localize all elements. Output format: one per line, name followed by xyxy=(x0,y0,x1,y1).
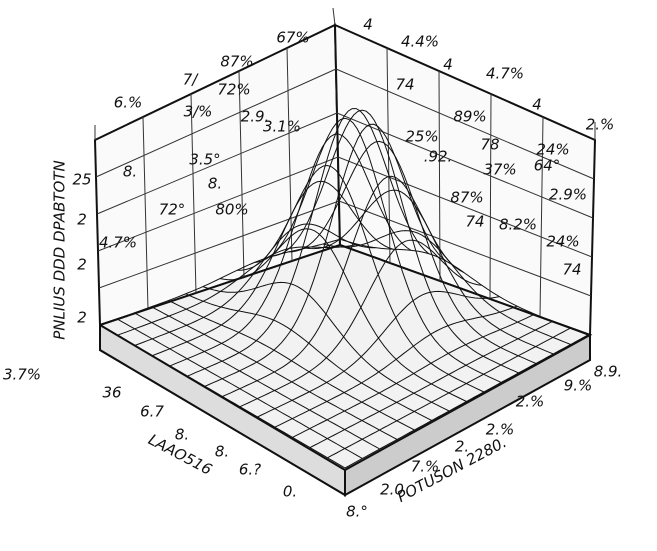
wall-label: 4 xyxy=(532,96,542,114)
slab-right-face xyxy=(344,333,591,497)
wall-grid-line xyxy=(286,47,293,262)
wall-label: 2.9. xyxy=(241,108,270,126)
wall-grid-line xyxy=(142,116,149,310)
mesh-line xyxy=(151,306,398,440)
wall-label: 87% xyxy=(220,53,253,71)
wall-grid-line xyxy=(238,70,245,278)
wall-label: 74 xyxy=(465,213,484,231)
mesh-line xyxy=(292,313,536,438)
y-axis-title: PNLIUS DDD DPABTOTN xyxy=(51,160,69,340)
wall-label: 4 xyxy=(443,56,453,74)
wall-label: 3.5° xyxy=(189,151,220,169)
mesh-line xyxy=(99,324,346,469)
wall-label: 24% xyxy=(536,141,569,159)
z-tick-label: 2.0 xyxy=(380,481,404,499)
wall-grid-line xyxy=(96,112,338,215)
z-tick-label: 2.% xyxy=(486,421,515,439)
wall-label: 87% xyxy=(450,189,483,207)
wall-label: 3/% xyxy=(184,103,213,121)
wall-label: 4.7% xyxy=(99,234,137,252)
z-tick-label: 8.° xyxy=(346,503,368,521)
y-tick-label: 25 xyxy=(72,171,91,189)
wall-grid-line xyxy=(337,156,593,258)
z-tick-label: 8.9. xyxy=(594,363,623,381)
surface-mesh xyxy=(99,108,589,469)
wall-label: 78 xyxy=(480,136,499,154)
wall-label: 37% xyxy=(483,161,516,179)
wall-label: 7/ xyxy=(183,71,200,89)
z-tick-label: 9.% xyxy=(564,377,593,395)
wall-label: 64° xyxy=(534,157,561,175)
mesh-line xyxy=(344,334,589,469)
mesh-line xyxy=(274,305,518,428)
x-tick-label: 3.7% xyxy=(3,366,41,384)
z-tick-label: 7.% xyxy=(411,458,440,476)
mesh-line xyxy=(202,281,450,412)
wall-grid-line xyxy=(97,156,339,252)
wall-grid-line xyxy=(338,200,592,297)
x-tick-label: 0. xyxy=(283,483,297,501)
wall-label: 72% xyxy=(217,81,250,99)
wall-label: 8. xyxy=(123,163,137,181)
wall-label: 4.4% xyxy=(401,33,439,51)
wall-grid-line xyxy=(98,200,340,289)
wall-label: 8.2% xyxy=(499,216,537,234)
mesh-line xyxy=(134,312,380,450)
z-tick-label: 2. xyxy=(455,438,469,456)
x-tick-label: 36 xyxy=(102,384,121,402)
mesh-line xyxy=(327,327,571,459)
wall-grid-line xyxy=(95,68,337,178)
wall-grid xyxy=(94,7,596,318)
mesh-line xyxy=(239,239,482,408)
axis-arrow xyxy=(332,7,336,26)
mesh-line xyxy=(222,175,465,397)
wall-label: 2.9% xyxy=(549,186,587,204)
wall-label: 8. xyxy=(208,175,222,193)
mesh-line xyxy=(185,293,433,421)
wall-grid-line xyxy=(335,68,595,180)
wall-label: 4 xyxy=(363,16,373,34)
mesh-line xyxy=(168,300,415,431)
wall-label: 25% xyxy=(405,128,438,146)
x-tick-label: 8. xyxy=(215,443,229,461)
x-tick-label: 8. xyxy=(175,426,189,444)
wall-label: 4.7% xyxy=(486,65,524,83)
x-tick-label: 6.? xyxy=(239,461,261,479)
wall-grid-line xyxy=(438,70,441,282)
y-tick-label: 2 xyxy=(77,256,87,274)
mesh-line xyxy=(116,318,363,459)
wall-label: 24% xyxy=(546,233,579,251)
wall-label: 89% xyxy=(453,108,486,126)
wall-grid-line xyxy=(190,93,197,294)
wall-label: 74 xyxy=(562,261,581,279)
wall-label: 67% xyxy=(276,29,309,47)
z-tick-label: 2.% xyxy=(516,393,545,411)
wall-label: 72° xyxy=(159,201,186,219)
mesh-line xyxy=(257,290,500,418)
x-tick-label: 6.7 xyxy=(140,403,164,421)
y-tick-label: 2 xyxy=(77,309,87,327)
y-tick-label: 2 xyxy=(77,211,87,229)
wall-label: .92. xyxy=(424,148,453,166)
wall-label: 6.% xyxy=(114,94,143,112)
wall-grid-line xyxy=(489,93,492,300)
wall-grid-line xyxy=(539,116,544,318)
wall-label: 3.1% xyxy=(263,118,301,136)
wall-label: 2.% xyxy=(586,116,615,134)
mesh-line xyxy=(309,320,553,449)
wall-label: 80% xyxy=(215,201,248,219)
wall-label: 74 xyxy=(395,76,414,94)
